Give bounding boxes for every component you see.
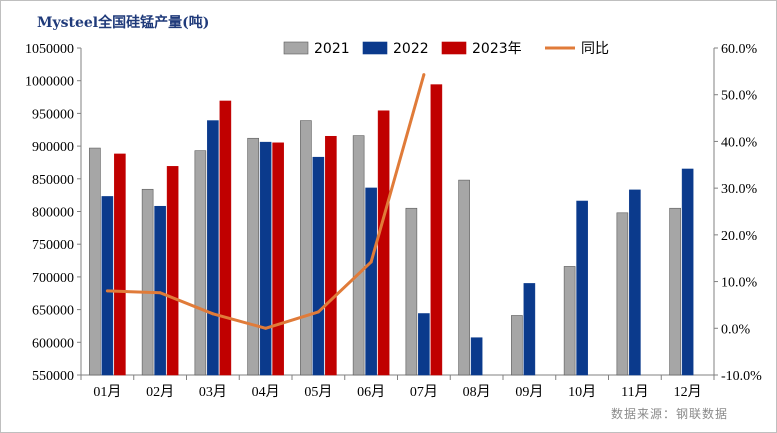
bar-2023	[377, 110, 390, 376]
left-tick-label: 600000	[32, 336, 74, 351]
yoy-point	[316, 310, 320, 314]
bar-2022	[207, 120, 219, 376]
legend-label: 同比	[581, 41, 609, 57]
left-tick-label: 950000	[32, 107, 74, 122]
bar-2023	[166, 166, 179, 376]
bar-2022	[101, 196, 114, 376]
category-label: 03月	[199, 384, 227, 400]
bar-2022	[154, 205, 166, 376]
yoy-point	[211, 312, 215, 316]
right-tick-label: 50.0%	[721, 89, 758, 104]
right-tick-label: 60.0%	[721, 42, 758, 57]
bar-2021	[194, 150, 207, 376]
category-label: 01月	[93, 384, 121, 400]
category-label: 12月	[674, 384, 702, 400]
left-tick-label: 700000	[32, 271, 74, 286]
category-label: 06月	[357, 384, 385, 400]
chart-title: Mysteel全国硅锰产量(吨)	[37, 15, 210, 31]
bar-2021	[352, 135, 365, 376]
bar-2021	[300, 120, 312, 376]
yoy-point	[369, 260, 373, 264]
right-tick-label: 20.0%	[721, 229, 758, 244]
left-tick-label: 800000	[32, 206, 74, 221]
right-tick-label: 10.0%	[721, 276, 758, 291]
legend-swatch-2022	[362, 41, 388, 55]
bar-2022	[365, 187, 377, 376]
category-label: 11月	[621, 384, 648, 400]
bar-2021	[616, 212, 629, 376]
left-tick-label: 1050000	[25, 42, 74, 57]
legend-swatch-2021	[283, 41, 309, 55]
legend-label: 2023年	[472, 41, 522, 57]
left-tick-label: 1000000	[25, 75, 74, 90]
category-label: 02月	[146, 384, 174, 400]
bar-2022	[470, 337, 483, 376]
bar-2022	[576, 200, 588, 376]
bar-2021	[89, 147, 101, 376]
bar-2022	[418, 313, 430, 376]
bar-2023	[219, 100, 232, 376]
yoy-point	[105, 289, 109, 293]
category-label: 10月	[568, 384, 596, 400]
legend-swatch-2023年	[441, 41, 467, 55]
bar-2022	[629, 189, 641, 376]
right-tick-label: 40.0%	[721, 135, 758, 150]
bar-2023	[430, 84, 443, 376]
category-label: 04月	[252, 384, 280, 400]
bar-2023	[114, 153, 126, 376]
bar-2021	[458, 179, 470, 376]
bar-2022	[312, 156, 325, 376]
bar-2022	[259, 141, 272, 376]
category-label: 09月	[515, 384, 543, 400]
left-tick-label: 650000	[32, 304, 74, 319]
bar-2021	[563, 266, 576, 376]
category-label: 07月	[410, 384, 438, 400]
yoy-point	[422, 73, 426, 77]
left-tick-label: 900000	[32, 140, 74, 155]
left-tick-label: 750000	[32, 238, 74, 253]
category-label: 08月	[463, 384, 491, 400]
legend-label: 2021	[314, 41, 350, 57]
bar-2022	[681, 168, 694, 376]
bar-2021	[511, 315, 523, 376]
bar-2021	[247, 137, 259, 376]
yoy-point	[158, 291, 162, 295]
bar-2022	[523, 283, 536, 376]
bar-2021	[669, 207, 681, 376]
right-tick-label: 0.0%	[721, 322, 751, 337]
category-label: 05月	[304, 384, 332, 400]
legend-label: 2022	[393, 41, 429, 57]
right-tick-label: -10.0%	[721, 369, 762, 384]
left-tick-label: 550000	[32, 369, 74, 384]
bar-2021	[141, 188, 154, 376]
data-source-note: 数据来源：钢联数据	[611, 407, 729, 421]
left-tick-label: 850000	[32, 173, 74, 188]
bar-2023	[272, 142, 284, 376]
right-tick-label: 30.0%	[721, 182, 758, 197]
bar-2021	[405, 207, 418, 376]
bar-2023	[325, 135, 337, 376]
yoy-point	[264, 326, 268, 330]
